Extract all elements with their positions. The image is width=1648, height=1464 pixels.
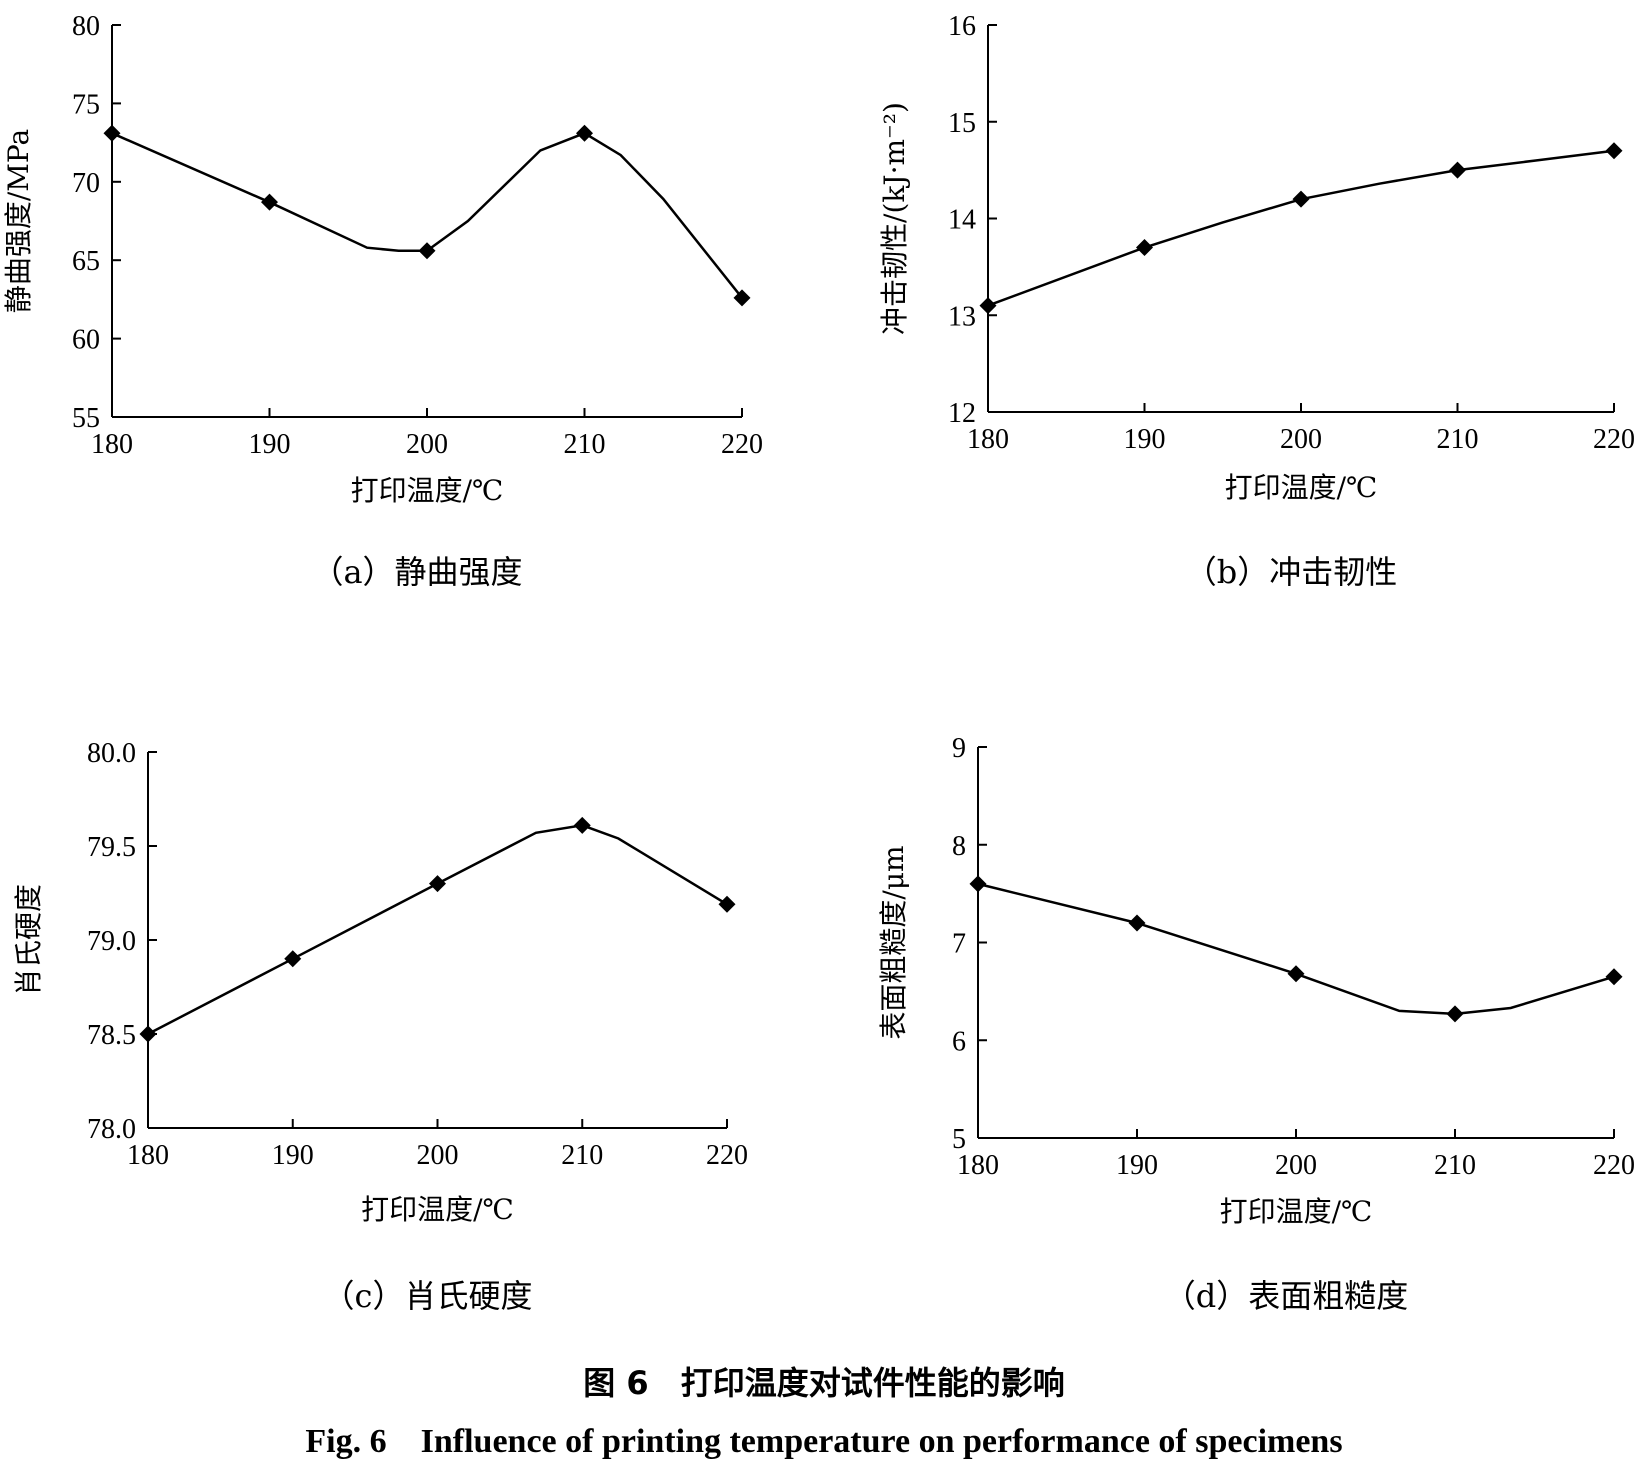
x-tick-label: 190 [272,1140,314,1171]
data-point-marker [284,950,302,968]
x-tick-label: 200 [1280,424,1322,455]
data-point-marker [733,289,751,307]
y-tick-label: 70 [72,168,100,199]
data-point-marker [969,875,987,893]
x-tick-label: 190 [1116,1150,1158,1181]
x-tick-label: 220 [1593,424,1635,455]
x-tick-label: 210 [564,429,606,460]
subplot-caption: （a）静曲强度 [311,553,522,591]
x-axis-label: 打印温度/℃ [351,474,504,507]
y-axis-label: 表面粗糙度/μm [877,845,910,1039]
chart-d-surface-roughness: 5 6 7 8 9 180 190 200 210 220 表面粗糙度/μm 打印温度/℃ （d）表面粗… [877,733,1635,1315]
y-tick-label: 78.0 [87,1114,136,1145]
data-point-marker [1605,142,1623,160]
x-tick-label: 200 [1275,1150,1317,1181]
series-line [147,824,728,1036]
data-point-marker [1287,965,1305,983]
data-point-marker [1605,968,1623,986]
x-tick-label: 210 [1437,424,1479,455]
y-tick-label: 80.0 [87,738,136,769]
y-axis-label: 肖氏硬度 [12,884,45,996]
y-tick-label: 15 [948,108,976,139]
x-axis-label: 打印温度/℃ [361,1193,514,1226]
figure-title-cn: 图 6 打印温度对试件性能的影响 [583,1364,1064,1402]
series-line [987,149,1615,307]
y-tick-label: 75 [72,89,100,120]
y-tick-label: 6 [952,1026,966,1057]
x-tick-label: 220 [1593,1150,1635,1181]
x-tick-label: 180 [967,424,1009,455]
y-tick-label: 7 [952,929,966,960]
data-point-marker [573,816,591,834]
data-point-marker [576,124,593,142]
chart-b-impact-toughness: 12 13 14 15 16 180 190 200 210 220 冲击韧性/(kJ·m⁻²) 打印… [878,11,1635,591]
x-axis-label: 打印温度/℃ [1220,1195,1373,1228]
data-point-marker [1128,914,1146,932]
data-point-marker [1446,1005,1464,1023]
y-tick-label: 65 [72,246,100,277]
chart-a-static-bending-strength: 55 60 65 70 75 80 180 190 200 210 220 静曲强度/MPa 打印温度/… [2,11,763,591]
chart-c-shore-hardness: 78.0 78.5 79.0 79.5 80.0 180 190 200 210 220 肖氏硬度打… [12,738,748,1315]
x-tick-label: 220 [706,1140,748,1171]
y-tick-label: 13 [948,301,976,332]
y-tick-label: 9 [952,733,966,764]
series-line [977,882,1615,1016]
y-tick-label: 78.5 [87,1020,136,1051]
data-point-marker [979,297,997,315]
x-tick-label: 180 [91,429,133,460]
x-axis-label: 打印温度/℃ [1225,471,1378,504]
y-tick-label: 60 [72,325,100,356]
x-tick-label: 210 [561,1140,603,1171]
data-point-marker [718,895,736,913]
subplot-caption: （d）表面粗糙度 [1164,1277,1409,1315]
y-tick-label: 79.5 [87,832,136,863]
y-axis-label: 冲击韧性/(kJ·m⁻²) [878,102,911,335]
x-tick-label: 180 [127,1140,169,1171]
x-tick-label: 190 [249,429,291,460]
data-point-marker [1292,190,1310,208]
y-tick-label: 5 [952,1124,966,1155]
y-tick-label: 14 [948,205,976,236]
data-point-marker [139,1025,157,1043]
figure-title-en: Fig. 6 Influence of printing temperature… [305,1423,1342,1460]
y-tick-label: 79.0 [87,926,136,957]
data-point-marker [418,242,436,260]
x-tick-label: 200 [417,1140,459,1171]
x-tick-label: 210 [1434,1150,1476,1181]
y-tick-label: 55 [72,403,100,434]
y-tick-label: 8 [952,831,966,862]
subplot-caption: （b）冲击韧性 [1185,553,1398,591]
subplot-caption: （c）肖氏硬度 [323,1277,533,1315]
data-point-marker [261,193,278,211]
y-tick-label: 80 [72,11,100,42]
y-axis-label: 静曲强度/MPa [2,129,35,313]
data-point-marker [1136,239,1153,257]
x-tick-label: 190 [1124,424,1166,455]
x-tick-label: 200 [406,429,448,460]
data-point-marker [429,875,446,893]
y-tick-label: 12 [948,398,976,429]
x-tick-label: 220 [721,429,763,460]
data-point-marker [1449,161,1466,179]
series-line [111,131,743,299]
y-tick-label: 16 [948,11,976,42]
data-point-marker [103,124,121,142]
x-tick-label: 180 [957,1150,999,1181]
